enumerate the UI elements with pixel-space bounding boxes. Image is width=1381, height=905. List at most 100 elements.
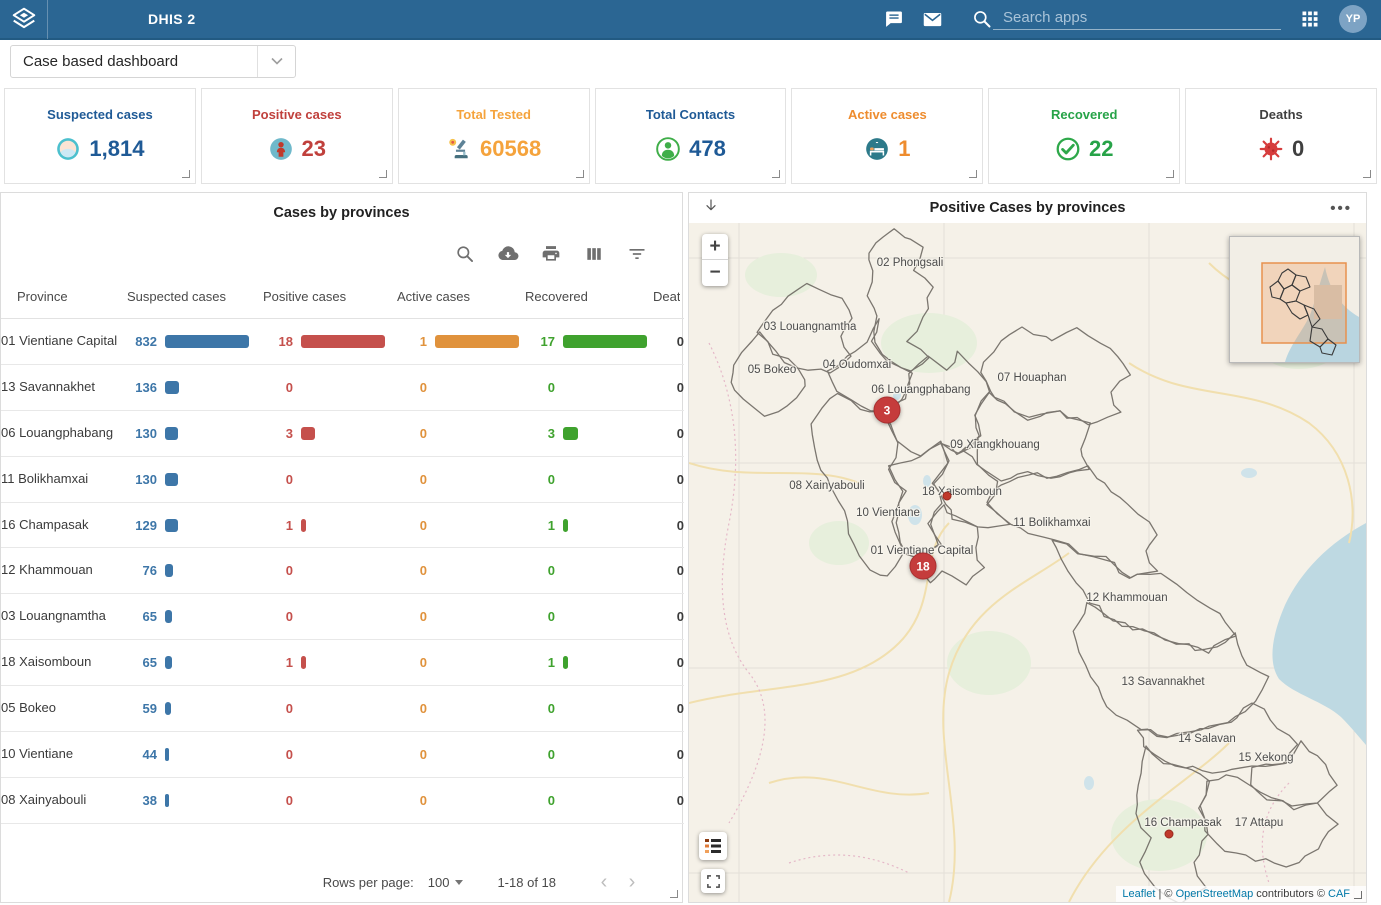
active-cell: 0 [397,364,525,410]
suspected-bar [165,794,169,807]
apps-grid-icon[interactable] [1299,8,1321,30]
active-cell: 0 [397,686,525,732]
column-header-suspected-cases[interactable]: Suspected cases [127,271,263,319]
search-icon[interactable] [971,8,993,30]
table-row: 12 Khammouan760000 [1,548,684,594]
kpi-card-suspected-cases: Suspected cases 1,814 [4,88,196,184]
positive-cell: 18 [263,319,397,365]
column-header-positive-cases[interactable]: Positive cases [263,271,397,319]
table-search-icon[interactable] [454,243,476,265]
next-page-button[interactable]: › [618,871,646,894]
caf-link[interactable]: CAF [1328,888,1350,900]
column-header-province[interactable]: Province [1,271,127,319]
province-label: 07 Houaphan [997,372,1066,384]
column-header-active-cases[interactable]: Active cases [397,271,525,319]
previous-page-button[interactable]: ‹ [590,871,618,894]
zoom-control: + − [702,234,728,286]
kpi-card-active-cases: Active cases 1 [791,88,983,184]
print-icon[interactable] [540,243,562,265]
province-label: 17 Attapu [1235,817,1284,829]
chevron-down-icon [257,46,295,77]
case-cluster-marker[interactable]: 3 [874,397,901,424]
card-resize-handle[interactable] [1363,170,1371,178]
column-header-recovered[interactable]: Recovered [525,271,653,319]
province-label: 16 Champasak [1144,817,1221,829]
suspected-cell: 129 [127,502,263,548]
positive-bar [301,656,306,669]
sea-area [1272,523,1366,745]
recovered-cell: 3 [525,410,653,456]
more-options-icon[interactable]: ••• [1330,200,1352,217]
panel-resize-handle[interactable] [670,890,678,898]
overview-minimap[interactable] [1229,236,1360,363]
table-row: 13 Savannakhet1360000 [1,364,684,410]
kpi-value: 0 [1292,136,1304,162]
dhis2-logo[interactable] [0,0,48,39]
messages-icon[interactable] [883,8,905,30]
province-cell: 06 Louangphabang [1,410,127,456]
recovered-cell: 1 [525,640,653,686]
table-row: 06 Louangphabang1303030 [1,410,684,456]
rows-per-page-select[interactable]: 100 [428,875,464,890]
download-arrow-icon[interactable] [703,198,719,219]
table-pagination: Rows per page: 100 1-18 of 18 ‹ › [1,862,682,902]
zoom-in-button[interactable]: + [702,234,728,260]
province-cell: 13 Savannakhet [1,364,127,410]
positive-cell: 3 [263,410,397,456]
province-cell: 11 Bolikhamxai [1,456,127,502]
suspected-bar [165,748,169,761]
kpi-value: 23 [302,136,326,162]
view-columns-icon[interactable] [583,243,605,265]
case-cluster-marker[interactable]: 18 [910,553,937,580]
download-cloud-icon[interactable] [497,243,519,265]
contact-person-icon [655,136,681,162]
case-point-marker[interactable] [1165,830,1174,839]
card-resize-handle[interactable] [576,170,584,178]
active-cell: 1 [397,319,525,365]
table-row: 10 Vientiane440000 [1,732,684,778]
mail-icon[interactable] [921,8,943,30]
search-apps-input[interactable] [1003,9,1281,26]
province-cell: 18 Xaisomboun [1,640,127,686]
kpi-value: 1,814 [89,136,144,162]
card-resize-handle[interactable] [969,170,977,178]
positive-bar [301,335,385,348]
leaflet-link[interactable]: Leaflet [1122,888,1155,900]
suspected-cell: 832 [127,319,263,365]
kpi-value: 22 [1089,136,1113,162]
province-label: 02 Phongsali [877,257,944,269]
suspected-cell: 44 [127,732,263,778]
deaths-cell: 0 [653,640,684,686]
map-canvas[interactable]: 02 Phongsali03 Louangnamtha05 Bokeo04 Ou… [689,223,1366,902]
card-resize-handle[interactable] [182,170,190,178]
recovered-cell: 0 [525,686,653,732]
caret-down-icon [455,880,463,885]
positive-cell: 0 [263,548,397,594]
legend-button[interactable] [699,832,727,860]
fullscreen-button[interactable] [701,869,725,893]
kpi-card-total-contacts: Total Contacts 478 [595,88,787,184]
kpi-label: Total Tested [399,107,589,122]
active-cell: 0 [397,410,525,456]
dashboard-select[interactable]: Case based dashboard [10,45,296,78]
active-bar [435,335,519,348]
suspected-cell: 130 [127,456,263,502]
kpi-label: Recovered [989,107,1179,122]
province-label: 10 Vientiane [856,507,920,519]
deaths-cell: 0 [653,456,684,502]
column-header-deaths[interactable]: Deaths [653,271,684,319]
user-avatar[interactable]: YP [1339,5,1367,33]
recovered-cell: 0 [525,594,653,640]
table-row: 08 Xainyabouli380000 [1,777,684,823]
card-resize-handle[interactable] [1166,170,1174,178]
zoom-out-button[interactable]: − [702,260,728,286]
panel-resize-handle[interactable] [1354,891,1362,899]
positive-cell: 0 [263,364,397,410]
suspected-cell: 65 [127,640,263,686]
openstreetmap-link[interactable]: OpenStreetMap [1176,888,1254,900]
card-resize-handle[interactable] [772,170,780,178]
province-label: 05 Bokeo [748,364,797,376]
filter-list-icon[interactable] [626,243,648,265]
case-point-marker[interactable] [943,492,952,501]
card-resize-handle[interactable] [379,170,387,178]
